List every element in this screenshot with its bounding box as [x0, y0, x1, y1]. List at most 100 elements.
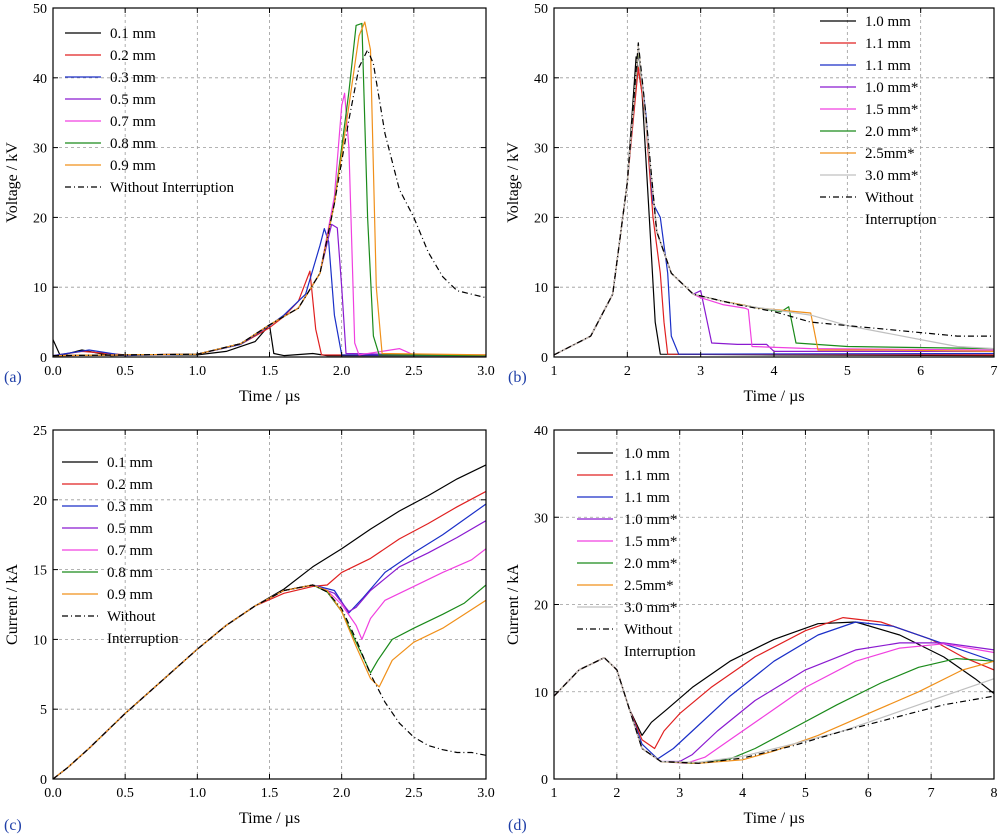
x-tick-label: 3: [676, 786, 683, 801]
legend-label: 2.0 mm*: [624, 556, 677, 572]
x-tick-label: 7: [991, 364, 998, 379]
x-tick-label: 2.5: [405, 364, 423, 379]
legend-label: 0.3 mm: [107, 499, 153, 515]
series-line-8: [53, 584, 486, 779]
chart-panel-4: 1 2 3 4 5 6 7 8 0 10 20 30 40 Time / µs Current / kA (d…: [505, 424, 998, 834]
legend-label: 0.2 mm: [110, 48, 156, 64]
series-line-2: [554, 617, 994, 750]
legend-label: 0.7 mm: [107, 543, 153, 559]
x-tick-label: 2: [624, 364, 631, 379]
x-tick-label: 2.0: [333, 364, 351, 379]
x-tick-label: 2.0: [333, 786, 351, 801]
panel-label: (b): [508, 369, 527, 386]
x-tick-label: 3: [697, 364, 704, 379]
x-tick-label: 4: [771, 364, 778, 379]
legend-label: 1.0 mm*: [624, 512, 677, 528]
legend-label: 1.1 mm: [624, 490, 670, 506]
y-tick-label: 0: [40, 351, 47, 366]
y-tick-label: 15: [33, 564, 47, 579]
x-tick-label: 1: [551, 786, 558, 801]
legend-label: 1.1 mm: [865, 36, 911, 52]
panel-label: (d): [508, 817, 527, 834]
legend-label: Interruption: [624, 644, 696, 660]
y-tick-label: 10: [33, 633, 47, 648]
x-tick-label: 1.5: [261, 364, 279, 379]
x-tick-label: 3.0: [477, 786, 495, 801]
y-tick-label: 30: [534, 142, 548, 157]
y-tick-label: 20: [33, 494, 47, 509]
y-tick-label: 30: [33, 142, 47, 157]
y-tick-label: 0: [541, 351, 548, 366]
legend-label: 1.0 mm: [624, 446, 670, 462]
y-tick-label: 20: [33, 211, 47, 226]
y-tick-label: 20: [534, 599, 548, 614]
series-line-7: [53, 21, 486, 357]
legend-label: 0.5 mm: [110, 92, 156, 108]
y-tick-label: 50: [534, 2, 548, 17]
y-axis-label: Current / kA: [505, 564, 522, 645]
legend-label: 0.5 mm: [107, 521, 153, 537]
legend-label: 2.5mm*: [624, 578, 674, 594]
x-tick-label: 8: [991, 786, 998, 801]
x-tick-label: 4: [739, 786, 746, 801]
series-line-8: [53, 49, 486, 357]
y-tick-label: 30: [534, 511, 548, 526]
legend-label: 1.5 mm*: [624, 534, 677, 550]
x-tick-label: 5: [844, 364, 851, 379]
legend-label: 0.8 mm: [107, 565, 153, 581]
legend-label: 0.1 mm: [110, 26, 156, 42]
legend-label: 3.0 mm*: [865, 168, 918, 184]
legend-label: Without: [624, 622, 673, 638]
series-line-7: [554, 657, 994, 764]
x-tick-label: 7: [928, 786, 935, 801]
x-tick-label: 0.0: [44, 364, 62, 379]
legend-label: 0.8 mm: [110, 136, 156, 152]
legend: 0.1 mm 0.2 mm 0.3 mm 0.5 mm 0.7 mm 0.8 mm 0.9 …: [62, 455, 179, 647]
y-tick-label: 40: [33, 72, 47, 87]
x-tick-label: 5: [802, 786, 809, 801]
legend: 1.0 mm 1.1 mm 1.1 mm 1.0 mm* 1.5 mm* 2.0 mm* 2…: [820, 14, 937, 228]
y-tick-label: 10: [534, 281, 548, 296]
legend-label: 1.5 mm*: [865, 102, 918, 118]
legend-label: 0.9 mm: [110, 158, 156, 174]
x-axis-label: Time / µs: [743, 810, 804, 827]
x-tick-label: 1.5: [261, 786, 279, 801]
chart-panel-1: 0.0 0.5 1.0 1.5 2.0 2.5 3.0 0 10 20 30 40 50 Time / µ…: [4, 2, 495, 405]
chart-panel-3: 0.0 0.5 1.0 1.5 2.0 2.5 3.0 0 5 10 15 20 25 Time / µs…: [4, 424, 495, 834]
legend-label: Interruption: [107, 631, 179, 647]
x-tick-label: 2.5: [405, 786, 423, 801]
legend-label: 1.0 mm: [865, 14, 911, 30]
y-tick-label: 50: [33, 2, 47, 17]
series-line-6: [554, 657, 994, 764]
legend-label: 1.1 mm: [865, 58, 911, 74]
legend-label: 0.2 mm: [107, 477, 153, 493]
legend-label: 1.0 mm*: [865, 80, 918, 96]
x-tick-label: 0.5: [116, 364, 134, 379]
x-tick-label: 2: [613, 786, 620, 801]
series-line-8: [554, 657, 994, 763]
series-line-4: [53, 520, 486, 779]
y-tick-label: 40: [534, 424, 548, 439]
y-tick-label: 40: [534, 72, 548, 87]
legend-label: Interruption: [865, 212, 937, 228]
x-axis-label: Time / µs: [743, 388, 804, 405]
y-tick-label: 0: [541, 773, 548, 788]
legend: 1.0 mm 1.1 mm 1.1 mm 1.0 mm* 1.5 mm* 2.0 mm* 2…: [577, 446, 696, 660]
legend-label: 2.0 mm*: [865, 124, 918, 140]
legend-label: 0.9 mm: [107, 587, 153, 603]
x-tick-label: 0.0: [44, 786, 62, 801]
legend-label: Without: [107, 609, 156, 625]
legend-label: 0.7 mm: [110, 114, 156, 130]
chart-panel-2: 1 2 3 4 5 6 7 0 10 20 30 40 50 Time / µs Voltage / kV (…: [505, 2, 998, 405]
series-line-2: [53, 270, 486, 357]
y-axis-label: Voltage / kV: [4, 142, 21, 223]
legend-label: 0.3 mm: [110, 70, 156, 86]
legend: 0.1 mm 0.2 mm 0.3 mm 0.5 mm 0.7 mm 0.8 mm 0.9 …: [65, 26, 234, 196]
legend-label: 1.1 mm: [624, 468, 670, 484]
legend-label: 3.0 mm*: [624, 600, 677, 616]
x-tick-label: 1.0: [189, 786, 207, 801]
y-tick-label: 10: [534, 686, 548, 701]
y-tick-label: 5: [40, 703, 47, 718]
y-tick-label: 0: [40, 773, 47, 788]
